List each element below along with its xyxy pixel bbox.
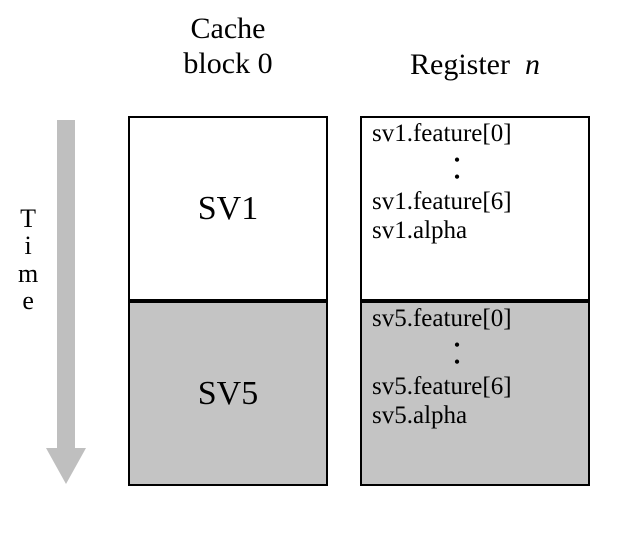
- register-line: sv5.feature[6]: [372, 373, 580, 402]
- ellipsis-dot: •: [372, 172, 542, 183]
- register-block: sv1.feature[0] • • sv1.feature[6]sv1.alpha: [360, 116, 590, 301]
- time-axis-label: Time: [18, 205, 41, 314]
- ellipsis-dot: •: [372, 340, 542, 351]
- register-line: sv1.alpha: [372, 217, 580, 246]
- register-line: sv5.alpha: [372, 402, 580, 431]
- register-column-header: Register n: [360, 48, 590, 83]
- register-header-prefix: Register: [410, 48, 525, 81]
- cache-block-label: SV5: [130, 303, 326, 484]
- cache-block-label: SV1: [130, 118, 326, 299]
- ellipsis-dot: •: [372, 155, 542, 166]
- cache-column-header: Cache block 0: [128, 12, 328, 81]
- register-line: sv1.feature[0]: [372, 120, 580, 149]
- ellipsis-dot: •: [372, 357, 542, 368]
- register-line: sv1.feature[6]: [372, 188, 580, 217]
- register-header-var: n: [525, 48, 540, 81]
- cache-block: SV1: [128, 116, 328, 301]
- register-line: sv5.feature[0]: [372, 305, 580, 334]
- register-block: sv5.feature[0] • • sv5.feature[6]sv5.alpha: [360, 301, 590, 486]
- cache-block: SV5: [128, 301, 328, 486]
